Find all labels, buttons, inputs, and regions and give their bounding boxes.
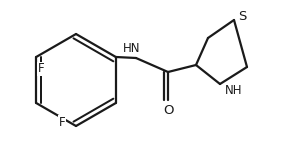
Text: HN: HN (123, 41, 141, 54)
Text: S: S (238, 11, 246, 23)
Text: F: F (38, 62, 45, 75)
Text: O: O (163, 104, 173, 116)
Text: NH: NH (225, 84, 243, 96)
Text: F: F (59, 115, 65, 128)
